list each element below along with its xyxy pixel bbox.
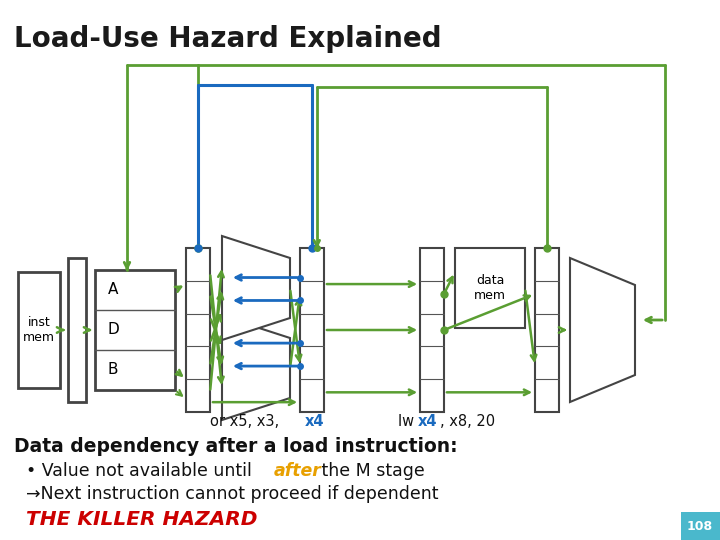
Text: A: A [108,282,118,298]
Text: inst
mem: inst mem [23,316,55,344]
Text: THE KILLER HAZARD: THE KILLER HAZARD [26,510,258,529]
Text: →Next instruction cannot proceed if dependent: →Next instruction cannot proceed if depe… [26,485,438,503]
Bar [95,270,175,390]
Text: lw: lw [398,415,419,429]
Text: Load-Use Hazard Explained: Load-Use Hazard Explained [14,25,441,53]
Bar [18,272,60,388]
Bar [186,248,210,412]
Bar [455,248,525,328]
Text: D: D [107,322,119,338]
Text: B: B [108,362,118,377]
Text: 108: 108 [687,519,713,532]
Bar [420,248,444,412]
Text: Data dependency after a load instruction:: Data dependency after a load instruction… [14,437,458,456]
Bar [681,512,720,540]
Bar [535,248,559,412]
Bar [68,258,86,402]
Text: the M stage: the M stage [316,462,425,480]
Text: x4: x4 [305,415,325,429]
Text: x4: x4 [418,415,438,429]
Bar [300,248,324,412]
Text: • Value not available until: • Value not available until [26,462,257,480]
Text: or x5, x3,: or x5, x3, [210,415,284,429]
Text: after: after [274,462,322,480]
Polygon shape [222,236,290,340]
Polygon shape [570,258,635,402]
Polygon shape [222,316,290,420]
Text: data
mem: data mem [474,274,506,302]
Text: , x8, 20: , x8, 20 [440,415,495,429]
